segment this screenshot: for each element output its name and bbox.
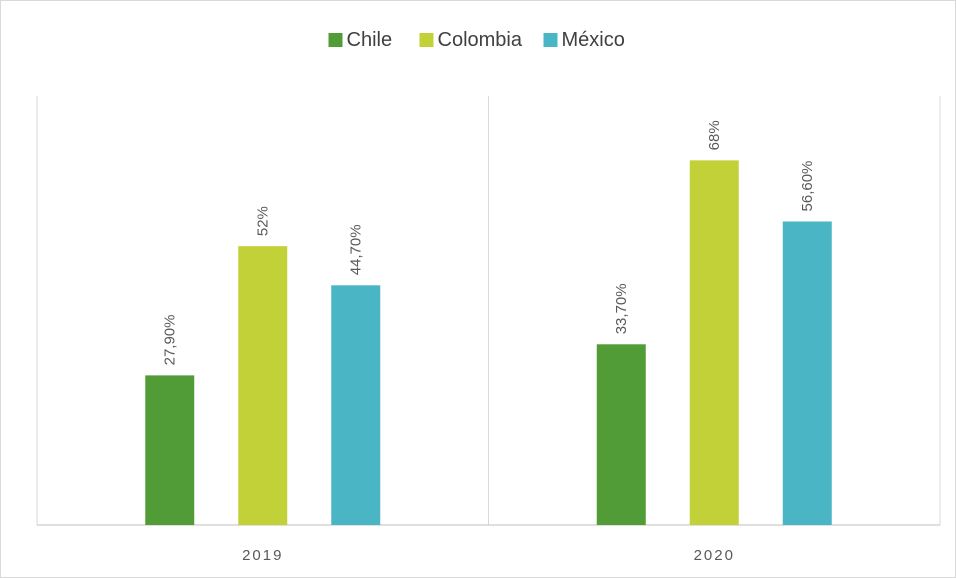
data-label-mexico-2019: 44,70% — [348, 224, 365, 275]
bar-mexico-2019 — [331, 285, 381, 525]
x-tick-label: 2019 — [242, 547, 283, 564]
bar-chile-2019 — [145, 375, 195, 525]
legend-label-mexico: México — [562, 29, 625, 51]
data-label-colombia-2019: 52% — [255, 206, 272, 236]
bar-colombia-2020 — [689, 160, 739, 525]
x-tick-label: 2020 — [694, 547, 735, 564]
data-label-chile-2019: 27,90% — [162, 315, 179, 366]
legend-label-chile: Chile — [347, 29, 393, 51]
legend-swatch-colombia — [419, 33, 434, 47]
legend-swatch-chile — [328, 33, 343, 47]
data-label-mexico-2020: 56,60% — [799, 161, 816, 212]
legend-swatch-mexico — [543, 33, 558, 47]
legend-label-colombia: Colombia — [438, 29, 523, 51]
bar-chile-2020 — [596, 344, 646, 525]
data-label-colombia-2020: 68% — [706, 120, 723, 150]
bar-colombia-2019 — [238, 246, 288, 525]
data-label-chile-2020: 33,70% — [613, 283, 630, 334]
bar-mexico-2020 — [782, 221, 832, 526]
